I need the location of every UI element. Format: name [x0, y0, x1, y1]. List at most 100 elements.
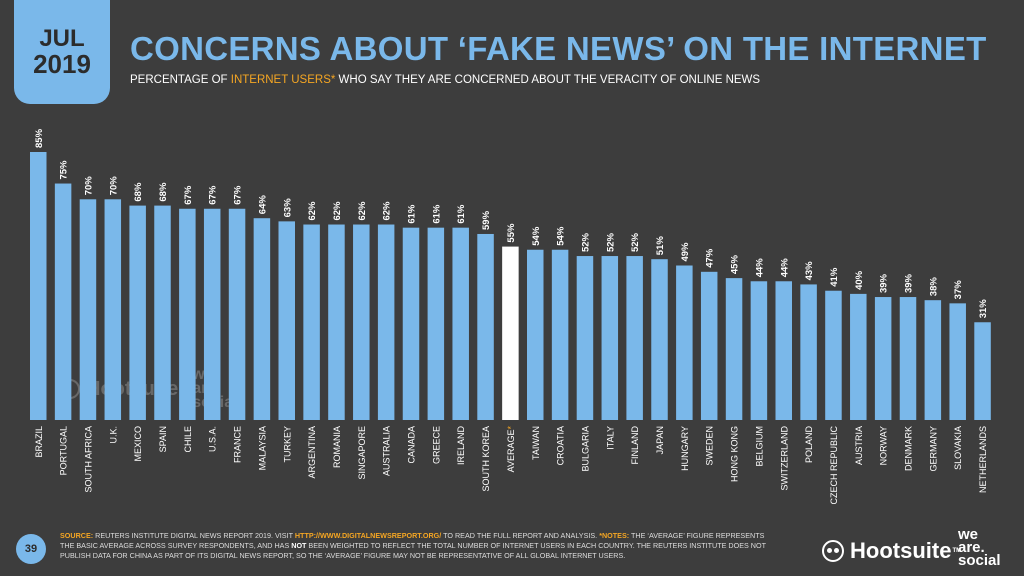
category-label: AUSTRIA: [854, 426, 864, 465]
bar-spain: [154, 205, 171, 420]
category-label: HONG KONG: [730, 426, 740, 482]
bar-finland: [626, 256, 643, 420]
trademark: TM: [952, 548, 962, 554]
bar-poland: [800, 284, 817, 420]
bar-south-africa: [79, 199, 97, 420]
category-label: SLOVAKIA: [953, 426, 963, 470]
notes-tail: BEEN WEIGHTED TO REFLECT THE TOTAL NUMBE…: [60, 541, 766, 560]
value-label: 61%: [431, 204, 442, 224]
category-label: AVERAGE*: [506, 426, 516, 473]
category-label: ROMANIA: [332, 426, 342, 468]
category-label: ARGENTINA: [307, 426, 317, 479]
bar-hong-kong: [725, 278, 743, 420]
subtitle-pre: PERCENTAGE OF: [130, 74, 231, 86]
category-label: MALAYSIA: [257, 426, 267, 470]
notes-label: *NOTES:: [599, 531, 630, 540]
bar-south-korea: [477, 233, 494, 420]
bar-italy: [601, 256, 619, 420]
logo-social: social: [958, 552, 1001, 569]
category-label: SOUTH AFRICA: [83, 426, 93, 493]
value-label: 52%: [605, 232, 616, 252]
bar-slovakia: [949, 303, 966, 420]
value-label: 67%: [183, 185, 194, 205]
value-label: 51%: [655, 236, 666, 256]
value-label: 54%: [531, 226, 542, 246]
bar-hungary: [676, 265, 693, 420]
value-label: 52%: [630, 232, 641, 252]
category-label: HUNGARY: [680, 426, 690, 471]
bar-u-k: [104, 199, 122, 420]
page-number: 39: [16, 534, 46, 564]
bar-u-s-a: [203, 208, 221, 420]
value-label: 54%: [556, 226, 567, 246]
value-label: 41%: [829, 267, 840, 287]
footer: 39 SOURCE: REUTERS INSTITUTE DIGITAL NEW…: [0, 524, 1024, 576]
date-year: 2019: [33, 48, 91, 79]
category-label: NORWAY: [879, 426, 889, 465]
bar-japan: [651, 259, 668, 420]
value-label: 67%: [233, 185, 244, 205]
value-label: 43%: [804, 261, 815, 281]
bar-france: [228, 208, 246, 420]
bar-mexico: [129, 205, 146, 420]
bar-argentina: [303, 224, 320, 420]
value-label: 40%: [854, 270, 865, 290]
bar-norway: [874, 297, 892, 420]
value-label: 39%: [879, 273, 890, 293]
bar-croatia: [551, 249, 569, 420]
value-label: 68%: [158, 182, 169, 202]
category-label: FINLAND: [630, 426, 640, 465]
value-label: 62%: [307, 201, 318, 221]
bar-brazil: [30, 152, 47, 420]
category-label: TAIWAN: [531, 426, 541, 460]
value-label: 38%: [928, 277, 939, 297]
category-label: CHILE: [183, 426, 193, 453]
source-note: SOURCE: REUTERS INSTITUTE DIGITAL NEWS R…: [60, 531, 780, 561]
value-label: 63%: [282, 198, 293, 218]
category-label: TURKEY: [282, 426, 292, 463]
category-label: AUSTRALIA: [382, 426, 392, 476]
value-label: 37%: [953, 280, 964, 300]
category-label: U.S.A.: [208, 426, 218, 452]
category-label: BELGIUM: [754, 426, 764, 467]
bar-taiwan: [527, 249, 544, 420]
value-label: 62%: [382, 201, 393, 221]
date-month: JUL: [39, 24, 85, 52]
logo-are: are.: [958, 539, 985, 556]
category-label: CANADA: [407, 426, 417, 464]
value-label: 31%: [978, 299, 989, 319]
source-url[interactable]: HTTP://WWW.DIGITALNEWSREPORT.ORG/: [294, 531, 442, 540]
value-label: 44%: [779, 258, 790, 278]
category-label: JAPAN: [655, 426, 665, 454]
subtitle-post: WHO SAY THEY ARE CONCERNED ABOUT THE VER…: [335, 74, 761, 86]
hootsuite-wordmark: Hootsuite: [850, 538, 952, 563]
bar-canada: [402, 227, 420, 420]
bar-turkey: [278, 221, 295, 420]
source-label: SOURCE:: [60, 531, 94, 540]
source-text: REUTERS INSTITUTE DIGITAL NEWS REPORT 20…: [93, 531, 295, 540]
bar-germany: [924, 300, 942, 420]
category-label: IRELAND: [456, 426, 466, 466]
category-label: SWITZERLAND: [779, 426, 789, 491]
category-label: FRANCE: [233, 426, 243, 463]
bar-czech-republic: [825, 290, 842, 420]
category-label: GREECE: [431, 426, 441, 464]
value-label: 70%: [83, 176, 94, 196]
value-label: 44%: [754, 258, 765, 278]
bar-switzerland: [775, 281, 792, 420]
bar-chile: [179, 208, 196, 420]
date-badge: JUL 2019: [14, 0, 110, 104]
bar-greece: [427, 227, 445, 420]
logo-we: we: [958, 526, 979, 543]
value-label: 64%: [257, 195, 268, 215]
bar-average: [502, 246, 519, 420]
value-label: 45%: [730, 255, 741, 275]
bar-austria: [850, 293, 867, 420]
category-label: PORTUGAL: [59, 426, 69, 475]
bar-chart: 85% BRAZIL 75% PORTUGAL 70% SOUTH AFRICA 70% U.…: [30, 128, 991, 505]
category-label: SOUTH KOREA: [481, 426, 491, 492]
bar-malaysia: [253, 218, 271, 420]
value-label: 75%: [59, 160, 70, 180]
bar-romania: [328, 224, 345, 420]
notes-text: THE ‘AVERAGE’ FIGURE REPRESENTS THE BASI…: [60, 531, 765, 550]
